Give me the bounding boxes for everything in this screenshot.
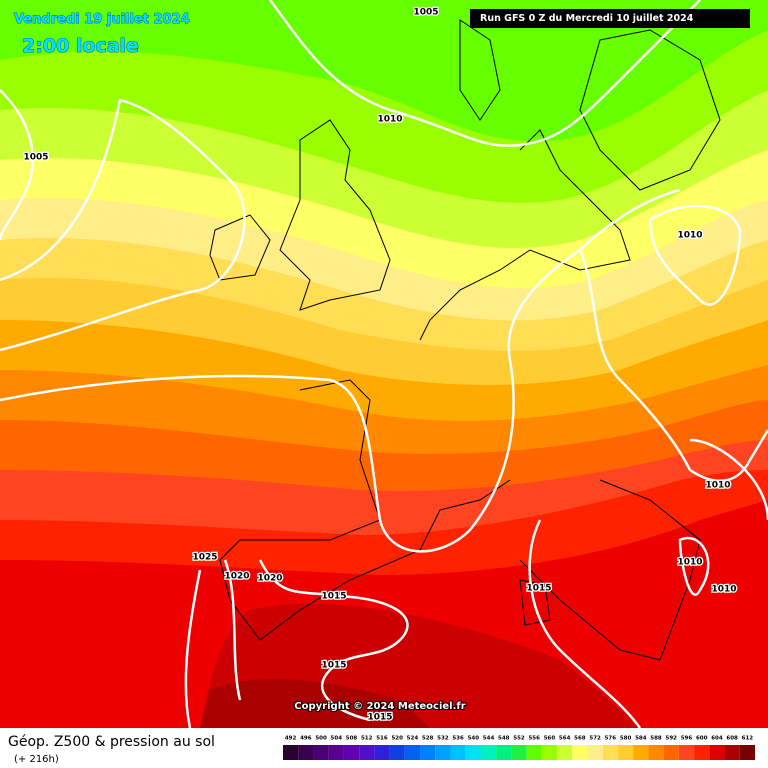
- scale-swatch: [465, 745, 481, 760]
- scale-swatch: [511, 745, 527, 760]
- run-info: Run GFS 0 Z du Mercredi 10 juillet 2024: [480, 13, 694, 24]
- scale-swatch: [389, 745, 405, 760]
- scale-label: 496: [300, 736, 312, 742]
- copyright: Copyright © 2024 Meteociel.fr: [294, 701, 465, 712]
- isobar-label: 1015: [321, 661, 346, 671]
- scale-swatch: [663, 745, 679, 760]
- scale-label: 536: [452, 736, 464, 742]
- scale-swatch: [648, 745, 664, 760]
- geopotential-bands: [0, 0, 768, 729]
- isobar-label: 1010: [677, 558, 702, 568]
- scale-swatch: [678, 745, 695, 760]
- color-scale: 492 496 500 504 508 512 516 520 524 528 532 536 540 5…: [283, 736, 755, 760]
- scale-label: 564: [559, 736, 571, 742]
- lead-time: (+ 216h): [14, 754, 59, 765]
- scale-swatch: [572, 745, 588, 760]
- scale-swatch: [633, 745, 649, 760]
- scale-label: 508: [346, 736, 358, 742]
- scale-label: 532: [437, 736, 449, 742]
- scale-swatch: [694, 745, 710, 760]
- scale-label: 612: [742, 736, 754, 742]
- scale-label: 572: [589, 736, 601, 742]
- scale-label: 552: [513, 736, 525, 742]
- isobar-label: 1010: [677, 231, 702, 241]
- isobar-label: 1005: [23, 153, 48, 163]
- scale-label: 600: [696, 736, 708, 742]
- run-box: [470, 9, 750, 28]
- scale-swatch: [298, 745, 314, 760]
- scale-swatch: [328, 745, 344, 760]
- scale-swatch: [343, 745, 360, 760]
- scale-label: 500: [315, 736, 327, 742]
- scale-swatch: [496, 745, 512, 760]
- scale-swatch: [739, 745, 755, 760]
- scale-swatch: [450, 745, 466, 760]
- scale-label: 580: [620, 736, 632, 742]
- scale-swatch: [480, 745, 497, 760]
- isobar-label: 1015: [321, 592, 346, 602]
- scale-swatch: [602, 745, 618, 760]
- scale-swatch: [587, 745, 603, 760]
- scale-swatch: [283, 745, 299, 760]
- scale-label: 544: [483, 736, 495, 742]
- scale-swatch: [709, 745, 725, 760]
- scale-swatch: [557, 745, 573, 760]
- scale-swatch: [404, 745, 421, 760]
- scale-label: 568: [574, 736, 586, 742]
- scale-label: 516: [376, 736, 388, 742]
- scale-label: 492: [285, 736, 297, 742]
- isobar-label: 1010: [705, 481, 730, 491]
- scale-label: 520: [391, 736, 403, 742]
- scale-swatch: [374, 745, 390, 760]
- scale-label: 588: [650, 736, 662, 742]
- scale-label: 528: [422, 736, 434, 742]
- legend-title: Géop. Z500 & pression au sol: [8, 734, 215, 750]
- scale-swatch: [724, 745, 740, 760]
- isobar-label: 1015: [526, 584, 551, 594]
- scale-label: 524: [407, 736, 419, 742]
- scale-label: 548: [498, 736, 510, 742]
- isobar-label: 1025: [192, 553, 217, 563]
- scale-label: 512: [361, 736, 373, 742]
- scale-swatch: [359, 745, 375, 760]
- scale-label: 596: [681, 736, 693, 742]
- isobar-label: 1020: [257, 574, 282, 584]
- forecast-date: Vendredi 19 juillet 2024: [14, 12, 190, 27]
- isobar-label: 1005: [413, 8, 438, 18]
- scale-swatch: [420, 745, 436, 760]
- scale-label: 540: [468, 736, 480, 742]
- isobar-label: 1015: [367, 713, 392, 723]
- scale-swatch: [313, 745, 329, 760]
- scale-label: 504: [331, 736, 343, 742]
- scale-label: 604: [711, 736, 723, 742]
- scale-swatch: [541, 745, 558, 760]
- isobar-label: 1010: [711, 585, 736, 595]
- forecast-time: 2:00 locale: [22, 35, 139, 57]
- scale-label: 608: [726, 736, 738, 742]
- scale-label: 560: [544, 736, 556, 742]
- scale-swatch: [526, 745, 542, 760]
- scale-label: 584: [635, 736, 647, 742]
- isobar-label: 1010: [377, 115, 402, 125]
- isobars: [0, 0, 768, 729]
- scale-label: 592: [666, 736, 678, 742]
- isobar-labels: 1005 1010 1005 1010 1010 1025 1020 1020 1010 1015…: [22, 6, 738, 724]
- scale-label: 556: [528, 736, 540, 742]
- isobar-label: 1020: [224, 572, 249, 582]
- scale-label: 576: [605, 736, 617, 742]
- scale-swatch: [617, 745, 634, 760]
- scale-swatch: [435, 745, 451, 760]
